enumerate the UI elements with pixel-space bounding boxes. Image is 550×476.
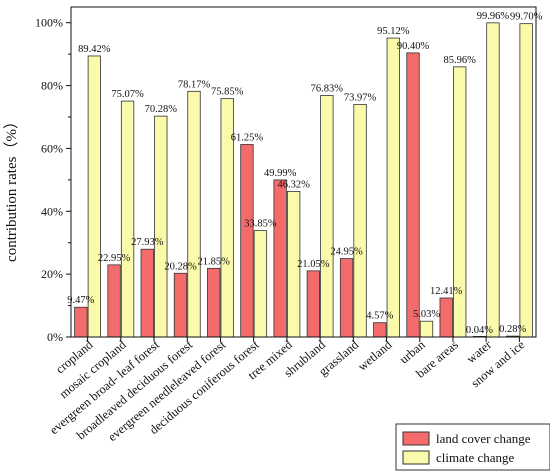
data-label-climate-change-cropland: 89.42% xyxy=(78,44,111,55)
data-label-climate-change-broadleaved-deciduous-forest: 78.17% xyxy=(178,79,211,90)
data-label-land-cover-change-broadleaved-deciduous-forest: 20.28% xyxy=(164,261,197,272)
y-tick-label: 80% xyxy=(41,79,63,93)
bars-layer xyxy=(74,22,533,338)
legend-swatch-land-cover-change xyxy=(402,431,430,446)
data-label-land-cover-change-bare-areas: 12.41% xyxy=(430,286,463,297)
data-labels-layer: 9.47% 89.42% 22.95% 75.07% 27.93% 70.28% 20.28… xyxy=(67,11,542,336)
bar-land-cover-change-cropland xyxy=(74,306,88,338)
data-label-climate-change-wetland: 95.12% xyxy=(377,26,410,37)
bar-land-cover-change-wetland xyxy=(373,322,387,338)
data-label-land-cover-change-snow-and-ice: 0.28% xyxy=(499,324,526,335)
bar-land-cover-change-shrubland xyxy=(306,270,321,338)
data-label-land-cover-change-urban: 90.40% xyxy=(397,41,430,52)
bar-climate-change-shrubland xyxy=(320,95,334,338)
data-label-land-cover-change-cropland: 9.47% xyxy=(67,295,94,306)
legend: land cover change climate change xyxy=(395,423,550,471)
bar-land-cover-change-evergreen-needleleaved-forest xyxy=(207,267,221,338)
bar-climate-change-evergreen-broad-leaf-forest xyxy=(154,115,168,338)
y-axis: 0% 20% 40% 60% 80% 100% xyxy=(35,16,71,344)
data-label-climate-change-deciduous-coniferous-forest: 33.85% xyxy=(244,219,277,230)
bar-land-cover-change-tree-mixed xyxy=(273,179,287,338)
data-label-land-cover-change-water: 0.04% xyxy=(466,325,493,336)
x-tick-label-wetland: wetland xyxy=(355,337,395,374)
y-tick-label: 100% xyxy=(35,16,63,30)
data-label-climate-change-shrubland: 76.83% xyxy=(311,84,344,95)
y-tick-label: 20% xyxy=(41,267,63,281)
bar-climate-change-grassland xyxy=(353,104,367,338)
bar-land-cover-change-grassland xyxy=(339,258,354,338)
bar-land-cover-change-urban xyxy=(406,52,420,338)
plot-border xyxy=(70,6,537,338)
bar-climate-change-snow-and-ice xyxy=(519,23,533,338)
y-tick-label: 60% xyxy=(41,141,63,155)
data-label-land-cover-change-evergreen-broad-leaf-forest: 27.93% xyxy=(131,237,164,248)
bar-climate-change-deciduous-coniferous-forest xyxy=(253,230,268,338)
data-label-land-cover-change-wetland: 4.57% xyxy=(366,311,393,322)
data-label-land-cover-change-tree-mixed: 49.99% xyxy=(264,168,297,179)
data-label-climate-change-water: 99.96% xyxy=(477,11,510,22)
data-label-climate-change-tree-mixed: 46.32% xyxy=(277,179,310,190)
bar-land-cover-change-evergreen-broad-leaf-forest xyxy=(140,248,154,338)
data-label-climate-change-snow-and-ice: 99.70% xyxy=(510,12,543,23)
data-label-land-cover-change-evergreen-needleleaved-forest: 21.85% xyxy=(198,256,231,267)
data-label-climate-change-evergreen-broad-leaf-forest: 70.28% xyxy=(145,104,178,115)
data-label-climate-change-grassland: 73.97% xyxy=(344,93,377,104)
y-tick-label: 0% xyxy=(47,330,63,344)
data-label-climate-change-urban: 5.03% xyxy=(413,309,440,320)
legend-swatch-climate-change xyxy=(402,450,430,465)
bar-land-cover-change-broadleaved-deciduous-forest xyxy=(173,272,188,338)
bar-land-cover-change-mosaic-cropland xyxy=(107,264,121,338)
bar-land-cover-change-deciduous-coniferous-forest xyxy=(240,144,254,338)
bar-climate-change-urban xyxy=(419,320,434,338)
data-label-climate-change-bare-areas: 85.96% xyxy=(444,55,477,66)
plot-frame xyxy=(70,6,537,338)
data-label-climate-change-evergreen-needleleaved-forest: 75.85% xyxy=(211,87,244,98)
data-label-land-cover-change-deciduous-coniferous-forest: 61.25% xyxy=(231,133,264,144)
bar-land-cover-change-bare-areas xyxy=(439,297,453,338)
data-label-land-cover-change-mosaic-cropland: 22.95% xyxy=(98,253,131,264)
data-label-climate-change-mosaic-cropland: 75.07% xyxy=(111,89,144,100)
legend-label-climate-change: climate change xyxy=(436,450,515,465)
legend-label-land-cover-change: land cover change xyxy=(436,431,531,446)
data-label-land-cover-change-shrubland: 21.05% xyxy=(297,259,330,270)
bar-climate-change-wetland xyxy=(386,37,400,338)
bar-climate-change-mosaic-cropland xyxy=(120,100,135,338)
bar-climate-change-water xyxy=(486,22,500,338)
data-label-land-cover-change-grassland: 24.95% xyxy=(330,247,363,258)
y-tick-label: 40% xyxy=(41,204,63,218)
bar-climate-change-broadleaved-deciduous-forest xyxy=(187,90,201,338)
y-axis-title: contribution rates（%） xyxy=(3,114,20,262)
